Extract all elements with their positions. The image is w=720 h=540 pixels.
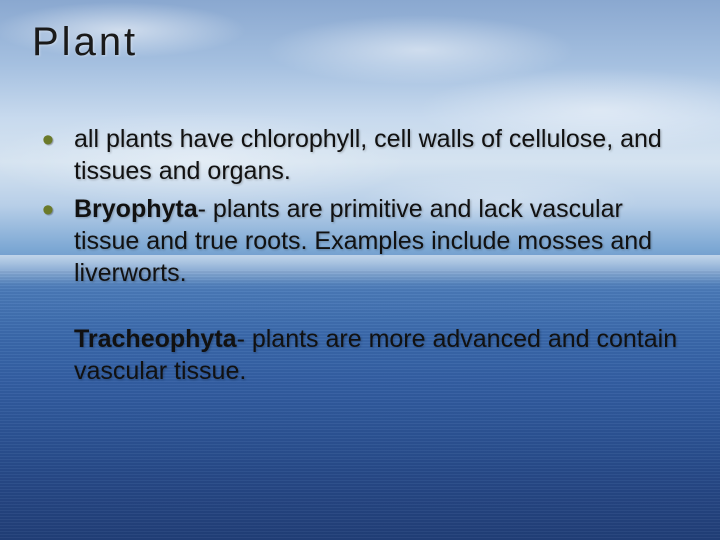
bullet-item: Bryophyta- plants are primitive and lack… (38, 193, 690, 289)
slide-title: Plant (32, 20, 690, 65)
paragraph: Tracheophyta- plants are more advanced a… (74, 323, 690, 387)
bullet-list: all plants have chlorophyll, cell walls … (38, 123, 690, 289)
paragraph-bold: Tracheophyta (74, 325, 237, 353)
slide: Plant all plants have chlorophyll, cell … (0, 0, 720, 540)
bullet-text: all plants have chlorophyll, cell walls … (74, 125, 662, 185)
bullet-bold: Bryophyta (74, 195, 198, 223)
bullet-item: all plants have chlorophyll, cell walls … (38, 123, 690, 187)
